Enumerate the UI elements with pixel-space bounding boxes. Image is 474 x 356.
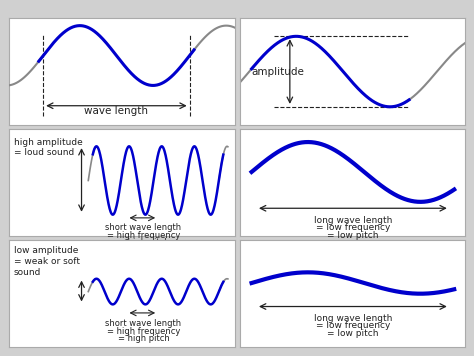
Text: = high pitch: = high pitch [118, 238, 169, 247]
Text: = high frequency: = high frequency [107, 327, 180, 336]
Text: = low pitch: = low pitch [327, 231, 379, 240]
Text: = weak or soft: = weak or soft [14, 257, 80, 266]
Text: amplitude: amplitude [252, 67, 304, 77]
Text: = low frequency: = low frequency [316, 223, 390, 232]
Text: = low frequency: = low frequency [316, 321, 390, 330]
Text: sound: sound [14, 268, 41, 277]
Text: long wave length: long wave length [314, 314, 392, 323]
Text: = high pitch: = high pitch [118, 334, 169, 343]
Text: long wave length: long wave length [314, 216, 392, 225]
Text: = loud sound: = loud sound [14, 148, 74, 157]
Text: short wave length: short wave length [105, 319, 182, 328]
Text: low amplitude: low amplitude [14, 246, 78, 256]
Text: = high frequency: = high frequency [107, 231, 180, 240]
Text: high amplitude: high amplitude [14, 137, 83, 147]
Text: wave length: wave length [84, 106, 148, 116]
Text: = low pitch: = low pitch [327, 329, 379, 338]
Text: short wave length: short wave length [105, 223, 182, 232]
